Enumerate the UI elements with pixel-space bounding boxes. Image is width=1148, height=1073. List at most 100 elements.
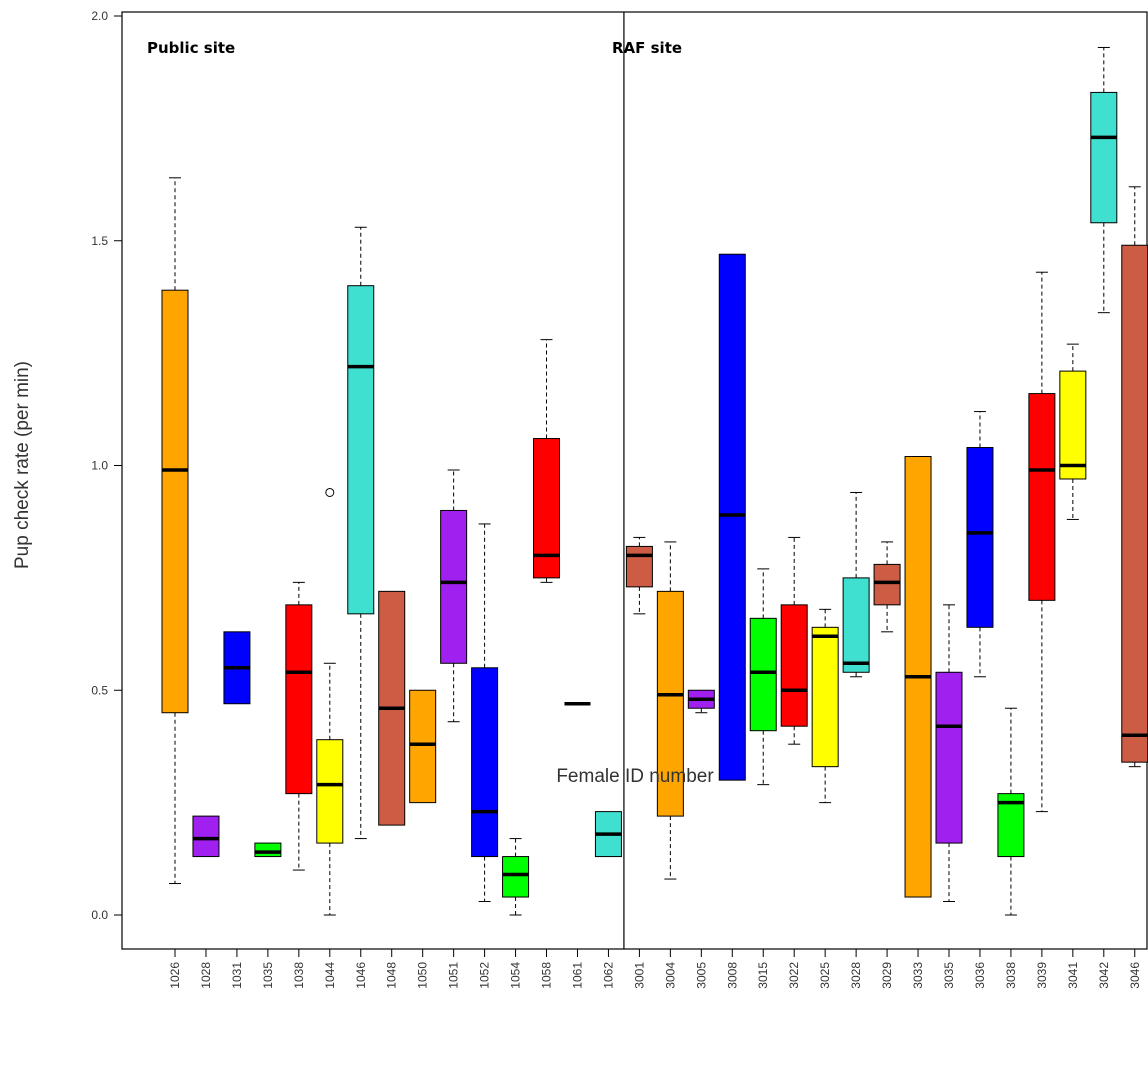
box-1052: 1052 <box>471 523 499 989</box>
box-body <box>192 815 220 858</box>
x-tick-label: 1052 <box>478 962 492 989</box>
box-body <box>935 671 963 844</box>
y-tick-label: 0.5 <box>91 683 108 697</box>
box-body <box>873 563 901 606</box>
box-1054: 1054 <box>502 838 530 989</box>
x-tick-label: 3036 <box>973 962 987 989</box>
box-1046: 1046 <box>347 226 375 989</box>
box-body <box>811 626 839 768</box>
x-tick-label: 3008 <box>725 962 739 989</box>
x-tick-label: 3004 <box>663 962 677 989</box>
box-body <box>780 604 808 727</box>
y-tick-label: 1.5 <box>91 234 108 248</box>
box-body <box>409 689 437 804</box>
x-tick-label: 1046 <box>354 962 368 989</box>
box-body <box>471 667 499 858</box>
outlier-point <box>325 487 335 497</box>
box-3046: 3046 <box>1121 186 1148 989</box>
box-body <box>842 577 870 673</box>
box-body <box>718 253 746 781</box>
box-body <box>1028 393 1056 601</box>
x-tick-label: 3039 <box>1035 962 1049 989</box>
box-body <box>440 509 468 664</box>
box-body <box>625 545 653 588</box>
x-tick-label: 1044 <box>323 962 337 989</box>
box-body <box>254 842 282 858</box>
box-3041: 3041 <box>1059 343 1087 989</box>
y-tick-label: 2.0 <box>91 9 108 23</box>
box-1051: 1051 <box>440 469 468 989</box>
x-axis-title: Female ID number <box>556 766 714 787</box>
x-tick-label: 3015 <box>756 962 770 989</box>
box-3039: 3039 <box>1028 271 1056 989</box>
x-tick-label: 1031 <box>230 962 244 989</box>
x-tick-label: 3046 <box>1128 962 1142 989</box>
y-tick-label: 1.0 <box>91 459 108 473</box>
box-3025: 3025 <box>811 608 839 989</box>
x-tick-label: 1062 <box>601 962 615 989</box>
box-body <box>316 739 344 844</box>
box-body <box>749 617 777 732</box>
box-3035: 3035 <box>935 604 963 989</box>
y-tick-label: 0.0 <box>91 908 108 922</box>
x-tick-label: 3033 <box>911 962 925 989</box>
x-tick-label: 3001 <box>632 962 646 989</box>
x-tick-label: 1058 <box>540 962 554 989</box>
box-1058: 1058 <box>533 339 561 989</box>
box-body <box>502 856 530 898</box>
x-tick-label: 3038 <box>1004 962 1018 989</box>
box-3033: 3033 <box>904 456 932 989</box>
box-3038: 3038 <box>997 707 1025 989</box>
x-tick-label: 1028 <box>199 962 213 989</box>
x-tick-label: 1054 <box>509 962 523 989</box>
box-body <box>285 604 313 795</box>
box-body <box>347 285 375 615</box>
box-3022: 3022 <box>780 536 808 989</box>
box-1061: 1061 <box>564 701 591 989</box>
box-3004: 3004 <box>656 541 684 989</box>
axes-layer: Public site RAF site 0.0 0.5 1.0 1.5 2.0 <box>91 9 1148 950</box>
box-3029: 3029 <box>873 541 901 989</box>
y-axis-title: Pup check rate (per min) <box>12 361 33 569</box>
box-3008: 3008 <box>718 253 746 989</box>
x-tick-label: 3041 <box>1066 962 1080 989</box>
box-1044: 1044 <box>316 487 344 989</box>
x-tick-label: 3028 <box>849 962 863 989</box>
x-tick-label: 1035 <box>261 962 275 989</box>
x-tick-label: 3005 <box>694 962 708 989</box>
box-1048: 1048 <box>378 590 406 989</box>
box-3036: 3036 <box>966 411 994 989</box>
x-tick-label: 1051 <box>447 962 461 989</box>
box-1062: 1062 <box>594 811 622 989</box>
box-3028: 3028 <box>842 491 870 989</box>
box-body <box>656 590 684 817</box>
x-tick-label: 1050 <box>416 962 430 989</box>
x-tick-label: 3029 <box>880 962 894 989</box>
box-1038: 1038 <box>285 581 313 989</box>
box-body <box>1121 244 1148 763</box>
box-3001: 3001 <box>625 536 653 989</box>
panel-label-public-site: Public site <box>147 39 235 57</box>
x-tick-label: 3042 <box>1097 962 1111 989</box>
box-3005: 3005 <box>687 689 715 989</box>
boxes-layer: 1026 1028 1031 1035 1038 1044 1046 1048 1050 1051… <box>161 46 1148 989</box>
x-tick-label: 1061 <box>570 962 584 989</box>
box-body <box>1059 370 1087 480</box>
panel-label-raf-site: RAF site <box>612 39 682 57</box>
box-body <box>1090 91 1118 224</box>
box-1035: 1035 <box>254 842 282 989</box>
box-body <box>966 447 994 628</box>
box-3042: 3042 <box>1090 46 1118 989</box>
x-tick-label: 3022 <box>787 962 801 989</box>
x-tick-label: 3025 <box>818 962 832 989</box>
box-1028: 1028 <box>192 815 220 989</box>
x-tick-label: 1048 <box>385 962 399 989</box>
box-body <box>161 289 189 714</box>
box-1050: 1050 <box>409 689 437 989</box>
box-1031: 1031 <box>223 631 251 989</box>
x-tick-label: 3035 <box>942 962 956 989</box>
box-3015: 3015 <box>749 568 777 989</box>
x-tick-label: 1026 <box>168 962 182 989</box>
